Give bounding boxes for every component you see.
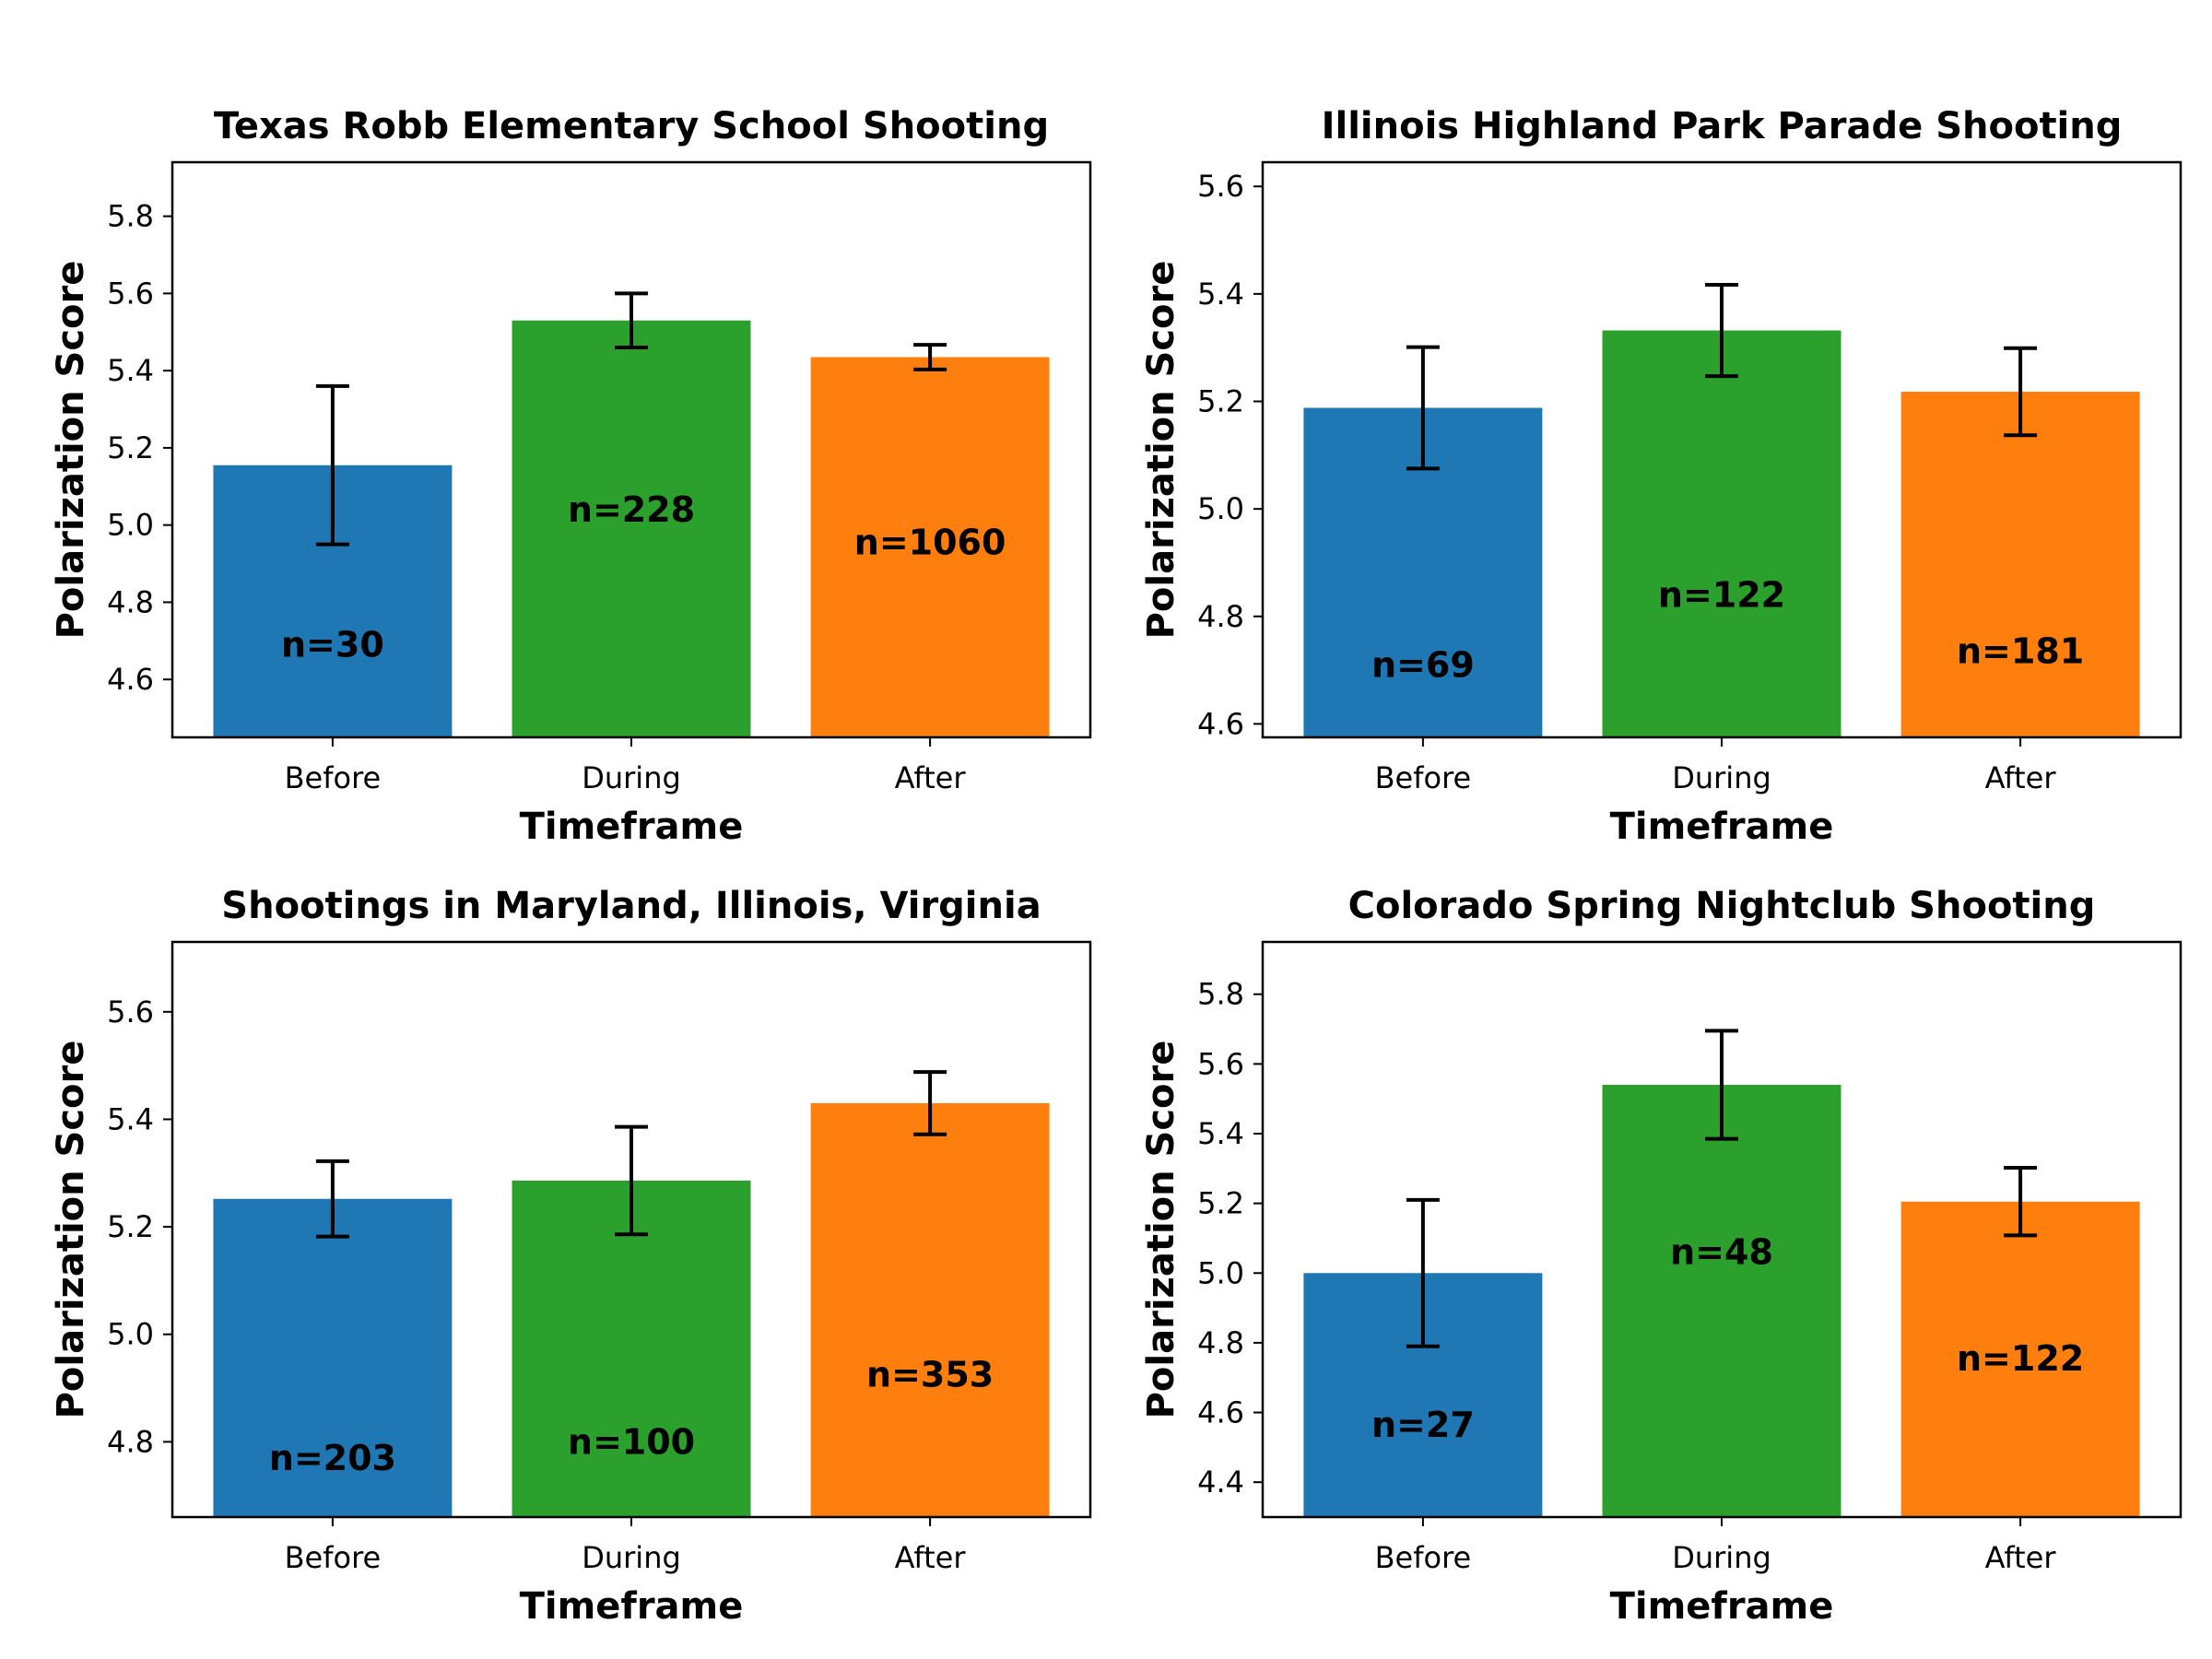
y-tick-label: 4.4 [1197, 1465, 1244, 1500]
x-axis-label: Timeframe [1610, 1585, 1834, 1628]
y-tick-label: 5.0 [107, 1317, 154, 1352]
count-label: n=203 [269, 1438, 396, 1478]
bar [512, 1180, 751, 1517]
count-label: n=30 [281, 624, 384, 665]
y-axis-label: Polarization Score [50, 261, 92, 640]
chart-panel: n=27 Before n=48 During n=122 After 4.4 4.6 4.8 5… [1140, 885, 2183, 1628]
y-tick-label: 5.6 [1197, 169, 1244, 204]
count-label: n=122 [1957, 1338, 2084, 1379]
x-tick-label: During [582, 760, 681, 795]
axes-frame [1261, 940, 2183, 1519]
y-tick-label: 4.6 [107, 662, 154, 697]
axes-frame [171, 940, 1092, 1519]
x-tick-label: During [1672, 760, 1771, 795]
x-axis-label: Timeframe [1610, 806, 1834, 848]
count-label: n=122 [1658, 574, 1785, 615]
y-tick-label: 5.0 [1197, 491, 1244, 526]
count-label: n=1060 [854, 523, 1006, 563]
y-tick-label: 5.0 [1197, 1255, 1244, 1290]
x-tick-label: During [1672, 1540, 1771, 1575]
count-label: n=353 [866, 1354, 994, 1394]
x-axis-label: Timeframe [520, 1585, 744, 1628]
x-tick-label: After [1985, 1540, 2057, 1575]
bar [1900, 392, 2140, 737]
y-axis-label: Polarization Score [50, 1041, 92, 1419]
y-axis-label: Polarization Score [1140, 1041, 1182, 1419]
bar [1602, 330, 1841, 737]
chart-panel: n=203 Before n=100 During n=353 After 4.8 5.0 5.… [50, 885, 1092, 1628]
chart-panel: n=69 Before n=122 During n=181 After 4.6 4.8 5.0… [1140, 105, 2183, 848]
y-tick-label: 5.2 [107, 430, 154, 465]
x-tick-label: Before [285, 760, 382, 795]
y-tick-label: 5.6 [1197, 1046, 1244, 1081]
x-tick-label: Before [1375, 1540, 1472, 1575]
y-tick-label: 5.8 [1197, 977, 1244, 1012]
y-tick-label: 5.6 [107, 276, 154, 311]
y-tick-label: 5.4 [107, 353, 154, 388]
y-tick-label: 4.6 [1197, 706, 1244, 741]
x-axis-label: Timeframe [520, 806, 744, 848]
chart-title: Texas Robb Elementary School Shooting [214, 105, 1049, 147]
chart-title: Illinois Highland Park Parade Shooting [1322, 105, 2123, 147]
bar [512, 320, 751, 737]
bar [213, 1198, 453, 1517]
count-label: n=48 [1670, 1232, 1773, 1273]
y-tick-label: 5.2 [107, 1209, 154, 1244]
y-tick-label: 5.2 [1197, 1186, 1244, 1221]
x-tick-label: Before [285, 1540, 382, 1575]
y-tick-label: 5.4 [1197, 1116, 1244, 1151]
y-tick-label: 5.8 [107, 199, 154, 234]
x-tick-label: Before [1375, 760, 1472, 795]
y-tick-label: 4.8 [107, 584, 154, 619]
x-tick-label: After [895, 1540, 967, 1575]
bar [1602, 1085, 1841, 1517]
y-tick-label: 5.6 [107, 994, 154, 1030]
y-tick-label: 5.0 [107, 508, 154, 543]
axes-frame [1261, 160, 2183, 739]
count-label: n=228 [568, 489, 695, 530]
x-tick-label: During [582, 1540, 681, 1575]
bar [1900, 1201, 2140, 1517]
count-label: n=69 [1371, 644, 1475, 685]
x-tick-label: After [1985, 760, 2057, 795]
x-tick-label: After [895, 760, 967, 795]
y-tick-label: 4.8 [1197, 599, 1244, 634]
count-label: n=181 [1957, 631, 2084, 672]
count-label: n=100 [568, 1421, 695, 1462]
y-tick-label: 4.8 [107, 1424, 154, 1459]
axes-frame [171, 160, 1092, 739]
chart-title: Shootings in Maryland, Illinois, Virgini… [221, 885, 1041, 927]
chart-title: Colorado Spring Nightclub Shooting [1348, 885, 2096, 927]
bar [810, 357, 1050, 737]
y-axis-label: Polarization Score [1140, 261, 1182, 640]
y-tick-label: 5.2 [1197, 384, 1244, 419]
y-tick-label: 5.4 [107, 1101, 154, 1136]
chart-panel: n=30 Before n=228 During n=1060 After 4.6 4.8 5.… [50, 105, 1092, 848]
bar [810, 1102, 1050, 1517]
y-tick-label: 5.4 [1197, 276, 1244, 312]
y-tick-label: 4.6 [1197, 1395, 1244, 1430]
count-label: n=27 [1371, 1405, 1475, 1445]
y-tick-label: 4.8 [1197, 1325, 1244, 1360]
